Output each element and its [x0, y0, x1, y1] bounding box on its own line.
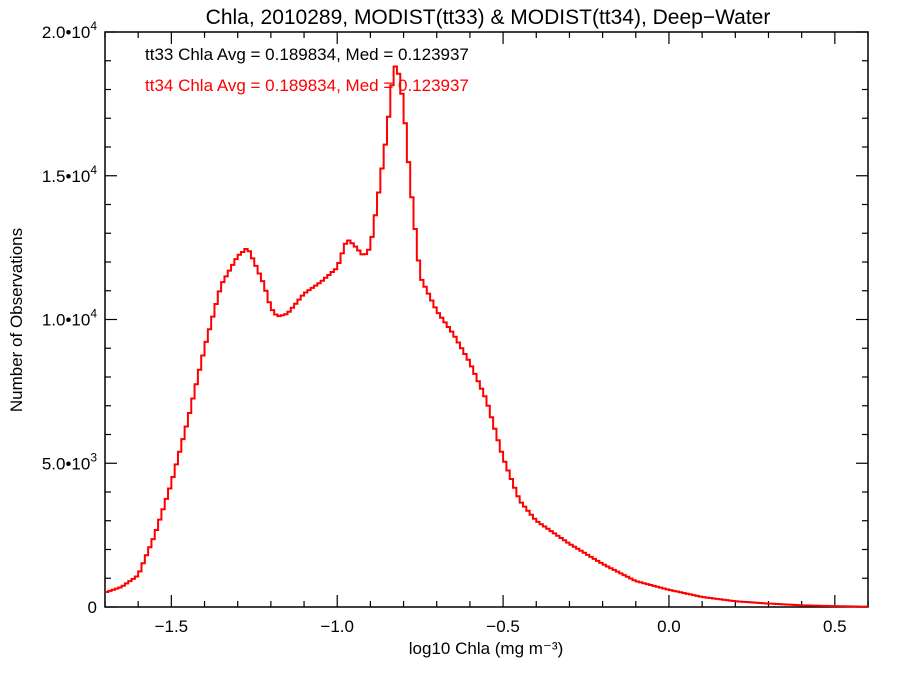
- annotation-tt33-stats: tt33 Chla Avg = 0.189834, Med = 0.123937: [145, 45, 469, 64]
- y-axis-label: Number of Observations: [7, 228, 26, 412]
- x-tick-label: −1.0: [320, 617, 354, 636]
- annotation-tt34-stats: tt34 Chla Avg = 0.189834, Med = 0.123937: [145, 76, 469, 95]
- chart-title: Chla, 2010289, MODIST(tt33) & MODIST(tt3…: [206, 6, 771, 29]
- y-tick-label: 1.0•104: [42, 307, 98, 330]
- plot-frame: [104, 31, 869, 608]
- axis-ticks: [104, 31, 869, 608]
- y-tick-label: 0: [88, 598, 97, 617]
- axis-tick-labels: −1.5 −1.0 −0.5 0.0 0.5 0 5.0•103 1.0•104 1.5•104…: [42, 19, 847, 636]
- x-tick-label: 0.5: [823, 617, 847, 636]
- histogram-series-line: [105, 65, 868, 608]
- x-tick-label: −0.5: [486, 617, 520, 636]
- x-axis-label: log10 Chla (mg m⁻³): [409, 639, 563, 658]
- y-tick-label: 2.0•104: [42, 19, 98, 42]
- y-tick-label: 5.0•103: [42, 450, 98, 473]
- x-tick-label: −1.5: [155, 617, 189, 636]
- x-tick-label: 0.0: [657, 617, 681, 636]
- y-tick-label: 1.5•104: [42, 163, 98, 186]
